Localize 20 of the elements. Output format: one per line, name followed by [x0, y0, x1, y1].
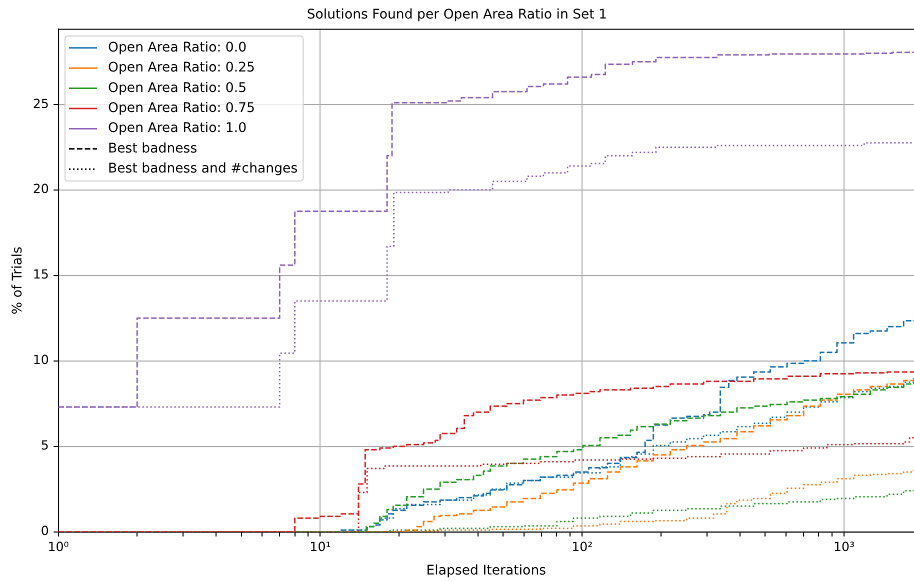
y-tick-label: 15	[32, 266, 49, 282]
legend-label: Open Area Ratio: 0.25	[108, 60, 256, 76]
y-tick-label: 10	[32, 352, 49, 368]
legend-label: Open Area Ratio: 0.0	[108, 40, 247, 56]
y-tick-label: 25	[32, 96, 49, 111]
x-tick-label: 10²	[572, 538, 593, 554]
x-tick-label: 10¹	[310, 538, 331, 554]
legend-label: Best badness and #changes	[108, 162, 298, 177]
y-axis-title: % of Trials	[10, 246, 26, 315]
y-tick-label: 20	[32, 181, 49, 196]
legend-label: Best badness	[108, 141, 198, 156]
legend-label: Open Area Ratio: 0.75	[108, 100, 256, 116]
chart-title: Solutions Found per Open Area Ratio in Set 1	[306, 7, 608, 22]
y-tick-label: 0	[40, 523, 49, 538]
x-axis-title: Elapsed Iterations	[426, 563, 546, 578]
x-tick-label: 10⁰	[48, 538, 69, 554]
x-tick-label: 10³	[833, 538, 855, 554]
legend-label: Open Area Ratio: 0.5	[108, 80, 247, 96]
legend-label: Open Area Ratio: 1.0	[108, 121, 247, 136]
y-tick-label: 5	[40, 438, 49, 453]
